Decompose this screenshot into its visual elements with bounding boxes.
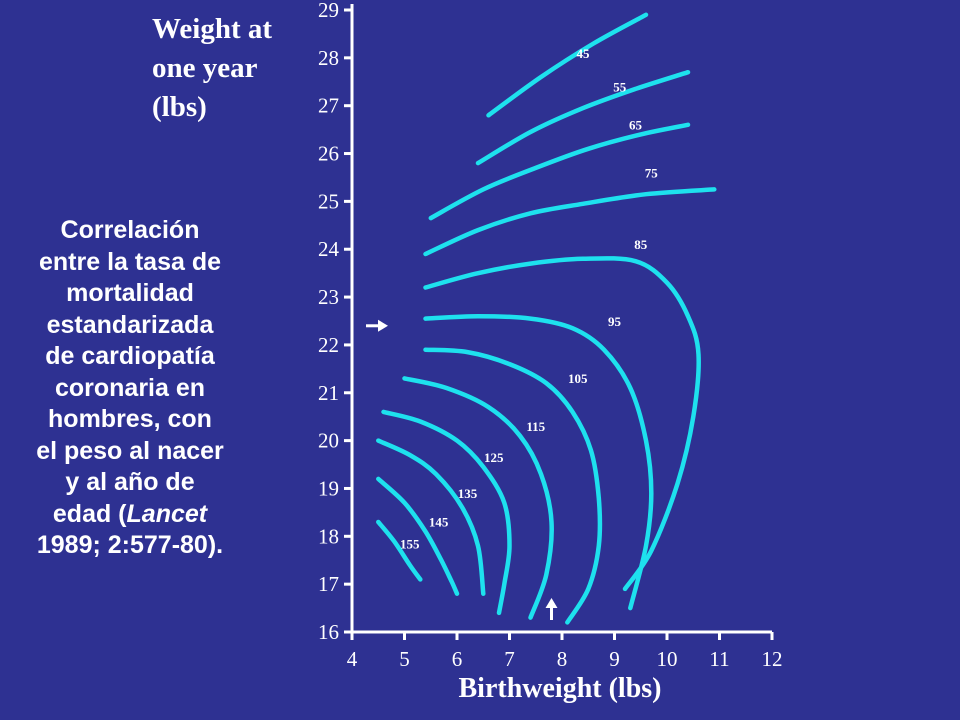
y-axis-label-line: one year bbox=[152, 52, 258, 84]
y-tick-label: 29 bbox=[318, 0, 339, 22]
caption-line: entre la tasa de bbox=[38, 247, 222, 276]
x-tick-label: 5 bbox=[399, 647, 410, 671]
contour-label-95: 95 bbox=[608, 314, 622, 329]
y-tick-label: 27 bbox=[318, 94, 339, 118]
y-tick-label: 26 bbox=[318, 142, 339, 166]
caption-line: estandarizada bbox=[46, 310, 214, 339]
contour-label-145: 145 bbox=[429, 515, 449, 530]
x-tick-label: 9 bbox=[609, 647, 620, 671]
y-tick-label: 25 bbox=[318, 189, 339, 213]
x-tick-label: 7 bbox=[504, 647, 515, 671]
caption-line: y al año de bbox=[65, 468, 195, 496]
x-tick-label: 11 bbox=[709, 647, 729, 671]
y-tick-label: 18 bbox=[318, 524, 339, 548]
axis-markers bbox=[366, 319, 558, 620]
caption-line: edad (Lancet bbox=[0, 499, 260, 531]
contour-line-95 bbox=[423, 313, 654, 611]
contour-line-75 bbox=[423, 187, 717, 257]
contour-line-115 bbox=[402, 376, 554, 620]
y-axis-label: Weight at one year (lbs) bbox=[152, 13, 272, 123]
x-tick-label: 10 bbox=[657, 647, 678, 671]
x-axis-label: Birthweight (lbs) bbox=[459, 673, 662, 704]
caption-line: mortalidad bbox=[66, 279, 194, 307]
y-axis-label-line: Weight at bbox=[152, 13, 272, 45]
y-tick-label: 23 bbox=[318, 285, 339, 309]
contour-label-105: 105 bbox=[568, 371, 588, 386]
y-tick-label: 17 bbox=[318, 572, 339, 596]
contour-line-85 bbox=[423, 256, 701, 592]
y-tick-label: 22 bbox=[318, 333, 339, 357]
contour-label-45: 45 bbox=[577, 46, 591, 61]
caption-line: Correlación bbox=[60, 216, 200, 244]
x-tick-label: 4 bbox=[347, 647, 358, 671]
x-tick-label: 8 bbox=[557, 647, 568, 671]
y-tick-label: 24 bbox=[318, 237, 340, 261]
y-tick-label: 19 bbox=[318, 476, 339, 500]
journal-name: Lancet bbox=[126, 499, 208, 528]
contour-line-125 bbox=[381, 409, 512, 616]
contour-line-135 bbox=[376, 438, 486, 596]
caption-line: de cardiopatía bbox=[45, 342, 215, 370]
contour-line-45 bbox=[486, 12, 649, 118]
caption-line: 1989; 2:577-80). bbox=[36, 531, 224, 559]
contour-label-125: 125 bbox=[484, 450, 504, 465]
contour-line-105 bbox=[423, 347, 603, 625]
contour-label-75: 75 bbox=[645, 165, 659, 180]
y-tick-label: 21 bbox=[318, 381, 339, 405]
y-tick-label: 20 bbox=[318, 429, 339, 453]
caption-text: edad ( bbox=[52, 499, 127, 528]
arrow-right-icon bbox=[378, 319, 388, 332]
contour-label-155: 155 bbox=[400, 536, 420, 551]
contour-line-55 bbox=[475, 69, 691, 166]
y-tick-label: 28 bbox=[318, 46, 339, 70]
contour-line-155 bbox=[376, 519, 423, 582]
contour-label-55: 55 bbox=[613, 79, 627, 94]
contour-label-85: 85 bbox=[634, 237, 648, 252]
caption-line: coronaria en bbox=[54, 373, 206, 402]
contour-label-135: 135 bbox=[458, 486, 478, 501]
y-axis-label-line: (lbs) bbox=[152, 91, 207, 123]
contour-line-145 bbox=[376, 476, 460, 596]
contour-label-65: 65 bbox=[629, 118, 643, 133]
chart-caption: Correlación entre la tasa de mortalidad … bbox=[0, 215, 260, 562]
caption-line: hombres, con bbox=[48, 405, 212, 433]
caption-line: el peso al nacer bbox=[36, 436, 224, 465]
contour-line-65 bbox=[428, 122, 691, 221]
y-tick-label: 16 bbox=[318, 620, 339, 644]
contour-label-115: 115 bbox=[526, 419, 545, 434]
contour-lines: 45 55 65 75 85 95 105 115 125 135 145 155 bbox=[376, 12, 717, 625]
x-tick-label: 6 bbox=[452, 647, 463, 671]
x-tick-label: 12 bbox=[762, 647, 783, 671]
arrow-up-icon bbox=[545, 598, 558, 608]
